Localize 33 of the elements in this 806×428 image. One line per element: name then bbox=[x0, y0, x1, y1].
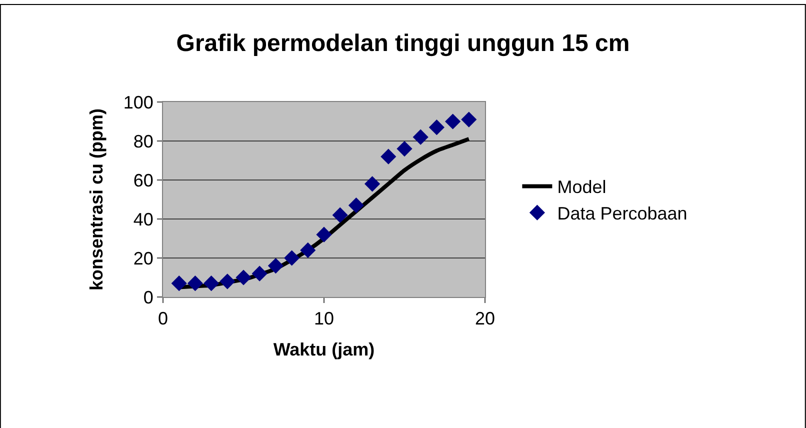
point bbox=[171, 276, 187, 292]
point bbox=[187, 276, 203, 292]
point bbox=[445, 114, 461, 130]
point bbox=[252, 266, 268, 282]
point bbox=[332, 207, 348, 223]
point bbox=[364, 176, 380, 192]
point bbox=[316, 226, 332, 242]
point bbox=[284, 250, 300, 266]
point bbox=[396, 141, 412, 157]
x-tick-label: 20 bbox=[474, 308, 496, 329]
legend-label: Data Percobaan bbox=[557, 204, 688, 224]
point bbox=[236, 270, 252, 286]
y-tick-label: 60 bbox=[133, 170, 154, 190]
chart-title: Grafik permodelan tinggi unggun 15 cm bbox=[176, 30, 630, 58]
point bbox=[461, 112, 477, 128]
y-tick-label: 40 bbox=[133, 209, 154, 230]
y-tick-label: 0 bbox=[143, 287, 154, 308]
x-tick-label: 0 bbox=[158, 308, 168, 329]
point bbox=[204, 276, 220, 292]
y-tick-label: 80 bbox=[133, 131, 154, 152]
point bbox=[300, 242, 316, 258]
x-tick-label: 10 bbox=[314, 308, 334, 329]
point bbox=[220, 274, 236, 290]
y-axis-title: konsentrasi cu (ppm) bbox=[86, 108, 107, 291]
y-tick-label: 100 bbox=[123, 92, 154, 112]
point bbox=[380, 148, 396, 164]
point bbox=[428, 120, 444, 136]
point bbox=[412, 129, 428, 145]
legend-label: Model bbox=[557, 177, 606, 198]
point bbox=[348, 198, 364, 214]
x-axis-title: Waktu (jam) bbox=[273, 340, 375, 360]
y-tick-label: 20 bbox=[133, 248, 154, 268]
point bbox=[268, 258, 284, 274]
